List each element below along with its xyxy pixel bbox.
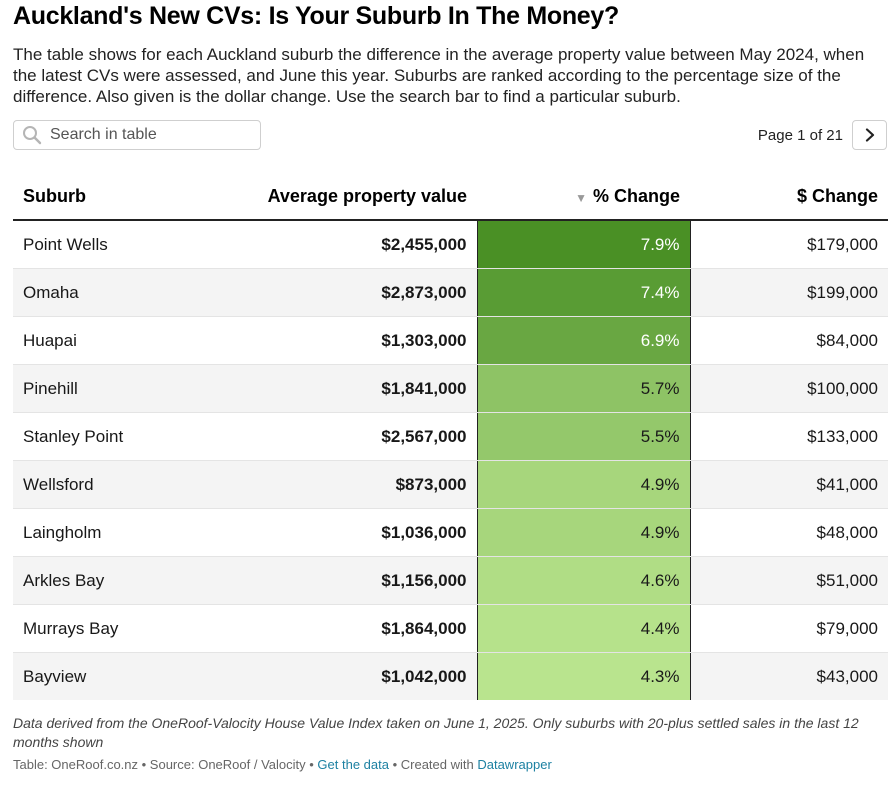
footer: Table: OneRoof.co.nz • Source: OneRoof /… — [13, 757, 552, 772]
dollar-change-cell: $79,000 — [690, 604, 888, 653]
footer-created-with: • Created with — [388, 757, 478, 772]
suburb-cell: Stanley Point — [13, 412, 228, 461]
table-row: Stanley Point $2,567,000 5.5% $133,000 — [13, 412, 888, 461]
table-row: Murrays Bay $1,864,000 4.4% $79,000 — [13, 604, 888, 653]
suburb-cell: Wellsford — [13, 460, 228, 509]
datawrapper-link[interactable]: Datawrapper — [477, 757, 552, 772]
table-row: Bayview $1,042,000 4.3% $43,000 — [13, 652, 888, 700]
percent-change-cell: 7.4% — [477, 268, 691, 317]
table-row: Laingholm $1,036,000 4.9% $48,000 — [13, 508, 888, 557]
column-header-percent-change[interactable]: ▼ % Change — [477, 174, 690, 221]
suburb-cell: Bayview — [13, 652, 228, 700]
column-header-suburb[interactable]: Suburb — [13, 174, 228, 221]
table-row: Pinehill $1,841,000 5.7% $100,000 — [13, 364, 888, 413]
page-title: Auckland's New CVs: Is Your Suburb In Th… — [13, 2, 619, 30]
column-header-label: $ Change — [796, 186, 878, 206]
percent-change-cell: 4.9% — [477, 460, 691, 509]
suburb-cell: Murrays Bay — [13, 604, 228, 653]
suburb-cell: Omaha — [13, 268, 228, 317]
suburb-cell: Arkles Bay — [13, 556, 228, 605]
dollar-change-cell: $48,000 — [690, 508, 888, 557]
pagination: Page 1 of 21 — [758, 120, 887, 150]
table-row: Omaha $2,873,000 7.4% $199,000 — [13, 268, 888, 317]
search-bar[interactable] — [13, 120, 261, 150]
average-value-cell: $1,036,000 — [228, 508, 478, 557]
table-body: Point Wells $2,455,000 7.9% $179,000 Omaha $2… — [13, 220, 888, 700]
table-notes: Data derived from the OneRoof-Valocity H… — [13, 715, 859, 750]
percent-change-cell: 7.9% — [477, 220, 691, 269]
column-header-dollar-change[interactable]: $ Change — [690, 174, 888, 221]
dollar-change-cell: $100,000 — [690, 364, 888, 413]
percent-change-cell: 4.9% — [477, 508, 691, 557]
average-value-cell: $1,864,000 — [228, 604, 478, 653]
dollar-change-cell: $179,000 — [690, 220, 888, 269]
search-input[interactable] — [48, 125, 252, 145]
data-table: Suburb Average property value ▼% Change … — [13, 174, 888, 700]
average-value-cell: $1,303,000 — [228, 316, 478, 365]
table-header-row: Suburb Average property value ▼% Change … — [13, 174, 888, 221]
dollar-change-cell: $133,000 — [690, 412, 888, 461]
column-header-average-property-value[interactable]: Average property value — [228, 174, 477, 221]
suburb-cell: Point Wells — [13, 220, 228, 269]
percent-change-cell: 4.4% — [477, 604, 691, 653]
page-indicator: Page 1 of 21 — [757, 126, 843, 144]
percent-change-cell: 4.3% — [477, 652, 691, 700]
percent-change-cell: 4.6% — [477, 556, 691, 605]
suburb-cell: Huapai — [13, 316, 228, 365]
dollar-change-cell: $51,000 — [690, 556, 888, 605]
footer-credits: Table: OneRoof.co.nz • Source: OneRoof /… — [13, 757, 318, 772]
dollar-change-cell: $84,000 — [690, 316, 888, 365]
table-row: Point Wells $2,455,000 7.9% $179,000 — [13, 220, 888, 269]
sort-descending-icon: ▼ — [575, 191, 587, 205]
intro-text: The table shows for each Auckland suburb… — [13, 45, 865, 106]
average-value-cell: $873,000 — [228, 460, 478, 509]
average-value-cell: $2,567,000 — [228, 412, 478, 461]
table-row: Wellsford $873,000 4.9% $41,000 — [13, 460, 888, 509]
get-the-data-link[interactable]: Get the data — [317, 757, 389, 772]
suburb-cell: Laingholm — [13, 508, 228, 557]
average-value-cell: $1,841,000 — [228, 364, 478, 413]
percent-change-cell: 5.7% — [477, 364, 691, 413]
dollar-change-cell: $199,000 — [690, 268, 888, 317]
chevron-right-icon — [865, 128, 874, 142]
suburb-cell: Pinehill — [13, 364, 228, 413]
average-value-cell: $1,156,000 — [228, 556, 478, 605]
column-header-label: Average property value — [267, 186, 467, 206]
dollar-change-cell: $43,000 — [690, 652, 888, 700]
column-header-label: Suburb — [23, 186, 86, 206]
dollar-change-cell: $41,000 — [690, 460, 888, 509]
average-value-cell: $2,455,000 — [228, 220, 478, 269]
column-header-label: % Change — [592, 186, 680, 206]
percent-change-cell: 5.5% — [477, 412, 691, 461]
average-value-cell: $1,042,000 — [228, 652, 478, 700]
average-value-cell: $2,873,000 — [228, 268, 478, 317]
search-icon — [23, 126, 42, 145]
table-row: Arkles Bay $1,156,000 4.6% $51,000 — [13, 556, 888, 605]
next-page-button[interactable] — [852, 120, 887, 150]
percent-change-cell: 6.9% — [477, 316, 691, 365]
table-row: Huapai $1,303,000 6.9% $84,000 — [13, 316, 888, 365]
